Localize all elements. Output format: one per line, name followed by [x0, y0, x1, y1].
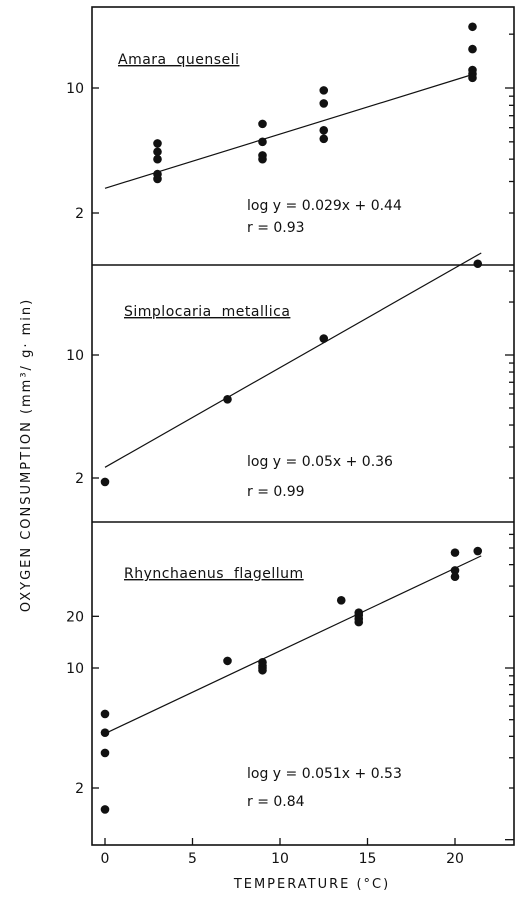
- y-axis-title: OXYGEN CONSUMPTION (mm³/ g· min): [19, 298, 34, 612]
- data-point: [153, 154, 162, 164]
- data-point: [319, 86, 329, 95]
- data-point: [319, 99, 329, 108]
- species-title: Rhynchaenus flagellum: [124, 566, 304, 582]
- x-axis-title: TEMPERATURE (°C): [233, 877, 390, 892]
- x-tick-label: 0: [101, 851, 110, 867]
- regression-equation: log y = 0.051x + 0.53: [247, 766, 402, 782]
- correlation-coefficient: r = 0.99: [247, 484, 305, 500]
- y-tick-label: 10: [66, 81, 84, 97]
- data-point: [319, 126, 329, 135]
- regression-line: [104, 555, 482, 735]
- data-point: [153, 147, 162, 157]
- data-point: [468, 73, 477, 83]
- data-point: [258, 154, 267, 164]
- data-point: [100, 477, 110, 487]
- x-tick-label: 10: [271, 851, 289, 867]
- data-point: [258, 137, 267, 147]
- y-tick-label: 10: [66, 661, 84, 677]
- panel-3: 20 10 2 Rhynchaenus flagellum log y = 0.051x…: [66, 533, 514, 841]
- plot-layer: 0 5 10 15 20 10 2 Amara quenseli log y = 0.029x …: [66, 6, 515, 867]
- species-title: Amara quenseli: [118, 52, 239, 68]
- data-point: [100, 728, 110, 737]
- correlation-coefficient: r = 0.93: [247, 220, 305, 236]
- data-point: [450, 566, 460, 575]
- regression-line: [104, 73, 473, 189]
- regression-equation: log y = 0.029x + 0.44: [247, 198, 402, 214]
- data-point: [473, 546, 483, 556]
- x-tick-label: 20: [446, 851, 464, 867]
- x-tick-label: 15: [359, 851, 377, 867]
- data-point: [450, 572, 460, 582]
- regression-line: [104, 252, 482, 468]
- correlation-coefficient: r = 0.84: [247, 794, 305, 810]
- data-point: [258, 119, 267, 129]
- y-tick-label: 2: [75, 471, 84, 487]
- y-tick-label: 10: [66, 348, 84, 364]
- data-point: [473, 259, 483, 269]
- plot-frame: [91, 6, 515, 846]
- data-point: [468, 22, 477, 32]
- y-tick-label: 2: [75, 781, 84, 797]
- data-point: [223, 395, 232, 404]
- data-point: [100, 748, 110, 758]
- data-point: [258, 665, 267, 675]
- data-point: [319, 134, 329, 144]
- y-tick-label: 2: [75, 206, 84, 222]
- x-tick-label: 5: [188, 851, 197, 867]
- species-title: Simplocaria metallica: [124, 304, 290, 320]
- y-tick-label: 20: [66, 609, 84, 625]
- panel-2: 10 2 Simplocaria metallica log y = 0.05x + …: [66, 252, 514, 500]
- data-point: [153, 174, 162, 184]
- data-point: [223, 656, 232, 666]
- data-point: [100, 805, 110, 814]
- data-point: [336, 595, 346, 605]
- data-point: [319, 334, 329, 343]
- data-point: [354, 617, 364, 627]
- regression-equation: log y = 0.05x + 0.36: [247, 454, 393, 470]
- panel-1: 10 2 Amara quenseli log y = 0.029x + 0.44 r …: [66, 22, 514, 236]
- data-point: [100, 709, 110, 719]
- data-point: [468, 44, 477, 54]
- data-point: [450, 548, 460, 557]
- data-point: [153, 139, 162, 148]
